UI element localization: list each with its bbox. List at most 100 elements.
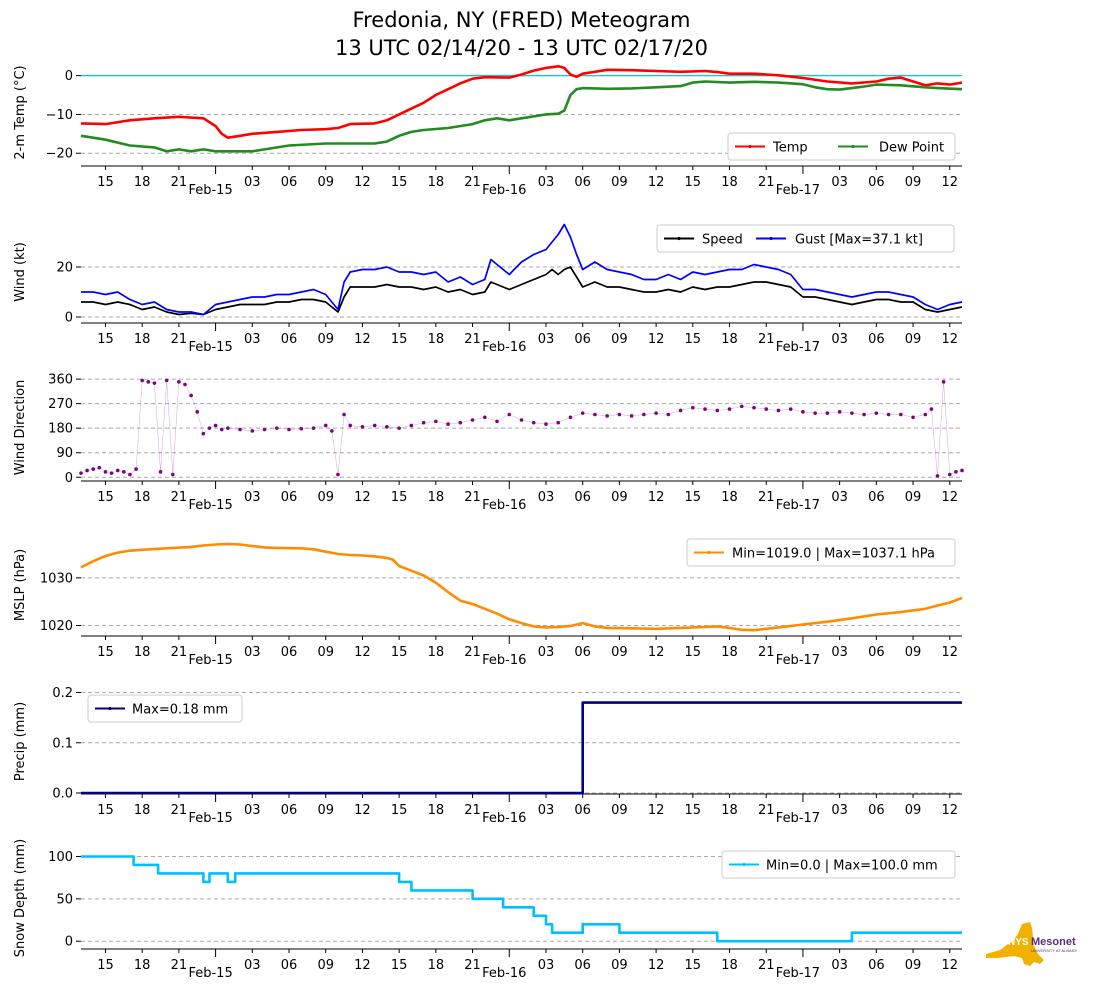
x-tick-label: 12 bbox=[648, 958, 665, 973]
direction-point bbox=[207, 426, 212, 430]
x-tick-label: 06 bbox=[574, 490, 591, 505]
direction-point bbox=[874, 411, 879, 415]
x-tick-label: 12 bbox=[941, 175, 958, 190]
direction-point bbox=[825, 411, 830, 415]
x-tick-label: 12 bbox=[941, 958, 958, 973]
legend-marker bbox=[769, 236, 773, 241]
x-tick-label: 12 bbox=[354, 490, 371, 505]
x-tick-label: 06 bbox=[574, 803, 591, 818]
legend: Max=0.18 mm bbox=[87, 694, 243, 723]
x-tick-label: 12 bbox=[648, 490, 665, 505]
x-tick-label: 06 bbox=[574, 332, 591, 347]
direction-point bbox=[360, 425, 365, 429]
x-tick-label: 18 bbox=[134, 803, 151, 818]
direction-point bbox=[568, 415, 573, 420]
x-day-label: Feb-15 bbox=[188, 498, 232, 513]
x-tick-label: 03 bbox=[244, 175, 261, 190]
x-day-label: Feb-17 bbox=[776, 183, 820, 198]
x-tick-label: 06 bbox=[281, 175, 298, 190]
direction-point bbox=[189, 393, 193, 398]
direction-point bbox=[183, 382, 187, 387]
x-tick-label: 18 bbox=[428, 958, 445, 973]
direction-point bbox=[947, 472, 952, 477]
x-tick-label: 03 bbox=[831, 175, 848, 190]
y-tick-label: 180 bbox=[48, 422, 73, 437]
x-tick-label: 09 bbox=[317, 175, 334, 190]
direction-point bbox=[152, 381, 157, 385]
x-tick-label: 09 bbox=[611, 490, 628, 505]
x-tick-label: 09 bbox=[611, 803, 628, 818]
direction-point bbox=[941, 380, 946, 384]
x-day-label: Feb-16 bbox=[482, 498, 526, 513]
direction-point bbox=[801, 410, 805, 414]
x-tick-label: 15 bbox=[685, 803, 702, 818]
x-day-label: Feb-15 bbox=[188, 811, 232, 826]
panel-temp: 0 −10 −20 2-m Temp (°C) 15 18 21 03 06 09 12 15 18 21… bbox=[13, 65, 963, 198]
x-tick-label: 06 bbox=[281, 490, 298, 505]
x-tick-label: 03 bbox=[244, 958, 261, 973]
direction-point bbox=[195, 410, 200, 414]
x-tick-label: 18 bbox=[134, 175, 151, 190]
x-tick-label: 15 bbox=[97, 490, 114, 505]
direction-point bbox=[605, 414, 609, 418]
direction-point bbox=[470, 418, 475, 422]
x-tick-label: 21 bbox=[171, 645, 188, 660]
series-line-min bbox=[80, 542, 963, 632]
x-tick-label: 15 bbox=[391, 645, 408, 660]
x-tick-label: 18 bbox=[428, 490, 445, 505]
series-line-dew bbox=[80, 80, 963, 153]
x-tick-label: 03 bbox=[538, 958, 555, 973]
direction-point bbox=[752, 405, 756, 410]
direction-point bbox=[164, 378, 169, 383]
x-tick-label: 18 bbox=[721, 958, 738, 973]
x-tick-label: 21 bbox=[171, 803, 188, 818]
direction-point bbox=[886, 412, 891, 417]
legend-label: Max=0.18 mm bbox=[132, 703, 228, 718]
series-line-min bbox=[81, 855, 962, 943]
direction-point bbox=[158, 470, 163, 474]
direction-point bbox=[372, 423, 377, 428]
direction-point bbox=[727, 407, 732, 411]
legend-marker bbox=[748, 144, 752, 149]
x-tick-label: 09 bbox=[611, 332, 628, 347]
direction-point bbox=[262, 427, 267, 432]
direction-point bbox=[122, 470, 126, 474]
x-tick-label: 15 bbox=[97, 803, 114, 818]
legend: Temp Dew Point bbox=[727, 132, 956, 161]
x-tick-label: 18 bbox=[721, 645, 738, 660]
legend-box bbox=[686, 538, 956, 567]
nys-mesonet-logo: NYS Mesonet UNIVERSITY AT ALBANY bbox=[986, 922, 1078, 966]
x-day-label: Feb-17 bbox=[776, 498, 820, 513]
x-tick-label: 09 bbox=[317, 490, 334, 505]
direction-point bbox=[862, 412, 866, 417]
x-tick-label: 12 bbox=[941, 490, 958, 505]
y-tick-label: 0 bbox=[65, 69, 73, 84]
direction-point bbox=[128, 472, 132, 477]
x-tick-label: 03 bbox=[244, 332, 261, 347]
direction-point bbox=[250, 429, 255, 433]
y-tick-label: 270 bbox=[48, 397, 73, 412]
x-tick-label: 15 bbox=[97, 175, 114, 190]
direction-point bbox=[213, 423, 218, 428]
direction-point bbox=[739, 404, 744, 409]
direction-point bbox=[79, 471, 83, 475]
x-tick-label: 09 bbox=[317, 645, 334, 660]
y-tick-label: 0 bbox=[65, 311, 73, 326]
x-tick-label: 06 bbox=[281, 958, 298, 973]
x-tick-label: 12 bbox=[648, 645, 665, 660]
direction-point bbox=[226, 426, 230, 430]
series-line-max bbox=[81, 701, 962, 795]
x-tick-label: 15 bbox=[685, 645, 702, 660]
direction-point bbox=[629, 414, 634, 418]
direction-point bbox=[715, 408, 720, 413]
logo-sub-text: UNIVERSITY AT ALBANY bbox=[1031, 948, 1078, 953]
x-tick-label: 18 bbox=[134, 332, 151, 347]
x-tick-label: 03 bbox=[538, 490, 555, 505]
x-tick-label: 18 bbox=[134, 490, 151, 505]
direction-point bbox=[482, 415, 487, 420]
x-tick-label: 15 bbox=[97, 645, 114, 660]
legend-label: Min=1019.0 | Max=1037.1 hPa bbox=[732, 547, 935, 562]
x-tick-label: 03 bbox=[831, 332, 848, 347]
x-tick-label: 06 bbox=[868, 958, 885, 973]
x-tick-label: 09 bbox=[611, 958, 628, 973]
